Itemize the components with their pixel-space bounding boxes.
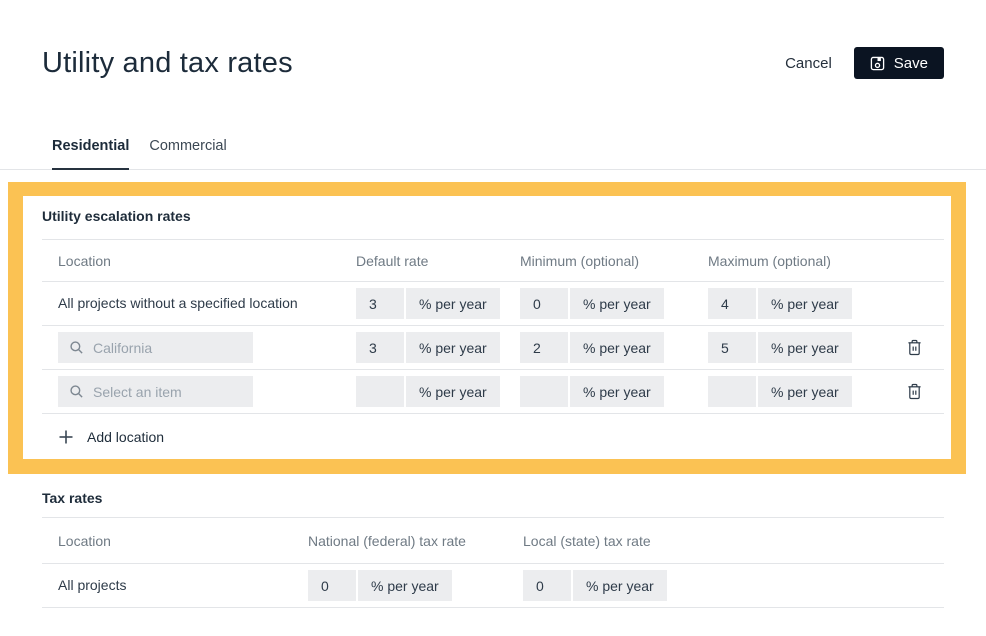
trash-icon bbox=[907, 383, 922, 400]
unit-suffix: % per year bbox=[406, 376, 500, 407]
add-location-label: Add location bbox=[87, 429, 164, 445]
location-search-input[interactable] bbox=[93, 376, 245, 407]
utility-section-title: Utility escalation rates bbox=[42, 206, 944, 226]
tab-bar: Residential Commercial bbox=[0, 138, 986, 170]
location-search-input[interactable] bbox=[93, 332, 245, 363]
minimum-rate-input[interactable] bbox=[520, 332, 568, 363]
trash-icon bbox=[907, 339, 922, 356]
unit-suffix: % per year bbox=[570, 376, 664, 407]
tax-section-header: Tax rates bbox=[42, 474, 944, 518]
tax-rates-section: Tax rates Location National (federal) ta… bbox=[42, 474, 944, 608]
column-header-location: Location bbox=[58, 253, 356, 269]
default-rate-input[interactable] bbox=[356, 376, 404, 407]
table-row: All projects without a specified locatio… bbox=[42, 282, 944, 326]
minimum-rate-input[interactable] bbox=[520, 376, 568, 407]
local-tax-rate-input[interactable] bbox=[523, 570, 571, 601]
utility-section-header: Utility escalation rates bbox=[42, 196, 944, 240]
save-button[interactable]: Save bbox=[854, 47, 944, 79]
unit-suffix: % per year bbox=[406, 332, 500, 363]
cancel-button[interactable]: Cancel bbox=[785, 55, 832, 72]
unit-suffix: % per year bbox=[758, 376, 852, 407]
unit-suffix: % per year bbox=[570, 288, 664, 319]
unit-suffix: % per year bbox=[758, 288, 852, 319]
column-header-minimum: Minimum (optional) bbox=[520, 253, 708, 269]
national-tax-rate-input[interactable] bbox=[308, 570, 356, 601]
maximum-rate-input[interactable] bbox=[708, 376, 756, 407]
tab-commercial[interactable]: Commercial bbox=[149, 138, 226, 169]
column-header-national-tax: National (federal) tax rate bbox=[308, 533, 523, 549]
page-title: Utility and tax rates bbox=[42, 46, 293, 80]
utility-escalation-card: Utility escalation rates Location Defaul… bbox=[23, 196, 951, 459]
default-rate-input[interactable] bbox=[356, 288, 404, 319]
save-button-label: Save bbox=[894, 55, 928, 72]
unit-suffix: % per year bbox=[358, 570, 452, 601]
table-row: All projects % per year % per year bbox=[42, 564, 944, 608]
plus-icon bbox=[58, 429, 74, 445]
maximum-rate-input[interactable] bbox=[708, 288, 756, 319]
location-label: All projects without a specified locatio… bbox=[58, 295, 298, 311]
unit-suffix: % per year bbox=[570, 332, 664, 363]
header-actions: Cancel Save bbox=[785, 47, 944, 79]
table-row: % per year % per year % per year bbox=[42, 326, 944, 370]
location-label: All projects bbox=[58, 577, 126, 593]
maximum-rate-input[interactable] bbox=[708, 332, 756, 363]
minimum-rate-input[interactable] bbox=[520, 288, 568, 319]
delete-row-button[interactable] bbox=[907, 339, 922, 356]
delete-row-button[interactable] bbox=[907, 383, 922, 400]
add-location-button[interactable]: Add location bbox=[42, 414, 944, 459]
tab-residential[interactable]: Residential bbox=[52, 138, 129, 170]
default-rate-input[interactable] bbox=[356, 332, 404, 363]
column-header-location: Location bbox=[58, 533, 308, 549]
page-header: Utility and tax rates Cancel Save bbox=[0, 0, 986, 80]
unit-suffix: % per year bbox=[406, 288, 500, 319]
column-header-local-tax: Local (state) tax rate bbox=[523, 533, 944, 549]
column-header-maximum: Maximum (optional) bbox=[708, 253, 898, 269]
table-row: % per year % per year % per year bbox=[42, 370, 944, 414]
column-header-default-rate: Default rate bbox=[356, 253, 520, 269]
search-icon bbox=[69, 340, 84, 355]
tax-table-header-row: Location National (federal) tax rate Loc… bbox=[42, 518, 944, 564]
search-icon bbox=[69, 384, 84, 399]
tutorial-highlight-frame: Utility escalation rates Location Defaul… bbox=[8, 182, 966, 474]
unit-suffix: % per year bbox=[758, 332, 852, 363]
unit-suffix: % per year bbox=[573, 570, 667, 601]
location-search-field[interactable] bbox=[58, 376, 253, 407]
location-search-field[interactable] bbox=[58, 332, 253, 363]
save-icon bbox=[870, 56, 885, 71]
utility-table-header-row: Location Default rate Minimum (optional)… bbox=[42, 240, 944, 282]
tax-section-title: Tax rates bbox=[42, 488, 944, 508]
